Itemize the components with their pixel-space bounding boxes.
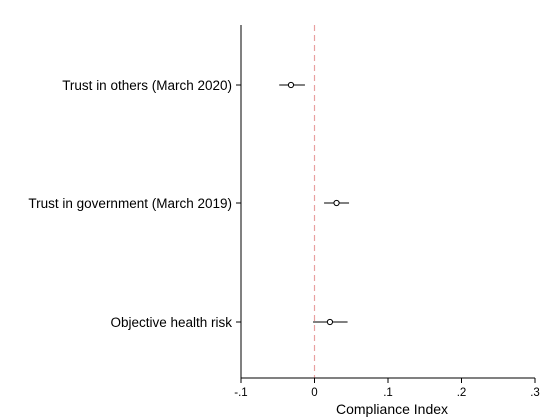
point-estimate: [326, 318, 334, 326]
y-category-label: Trust in government (March 2019): [28, 196, 232, 211]
x-tick-label: -.1: [234, 387, 247, 399]
x-axis-title: Compliance Index: [336, 401, 448, 417]
x-tick-label: .1: [383, 387, 393, 399]
x-tick-label: 0: [311, 387, 317, 399]
y-category-label: Objective health risk: [110, 315, 232, 330]
x-tick-label: .2: [457, 387, 467, 399]
y-category-label: Trust in others (March 2020): [62, 78, 232, 93]
point-estimate: [287, 81, 295, 89]
x-tick-label: .3: [530, 387, 540, 399]
point-estimate: [333, 199, 340, 207]
